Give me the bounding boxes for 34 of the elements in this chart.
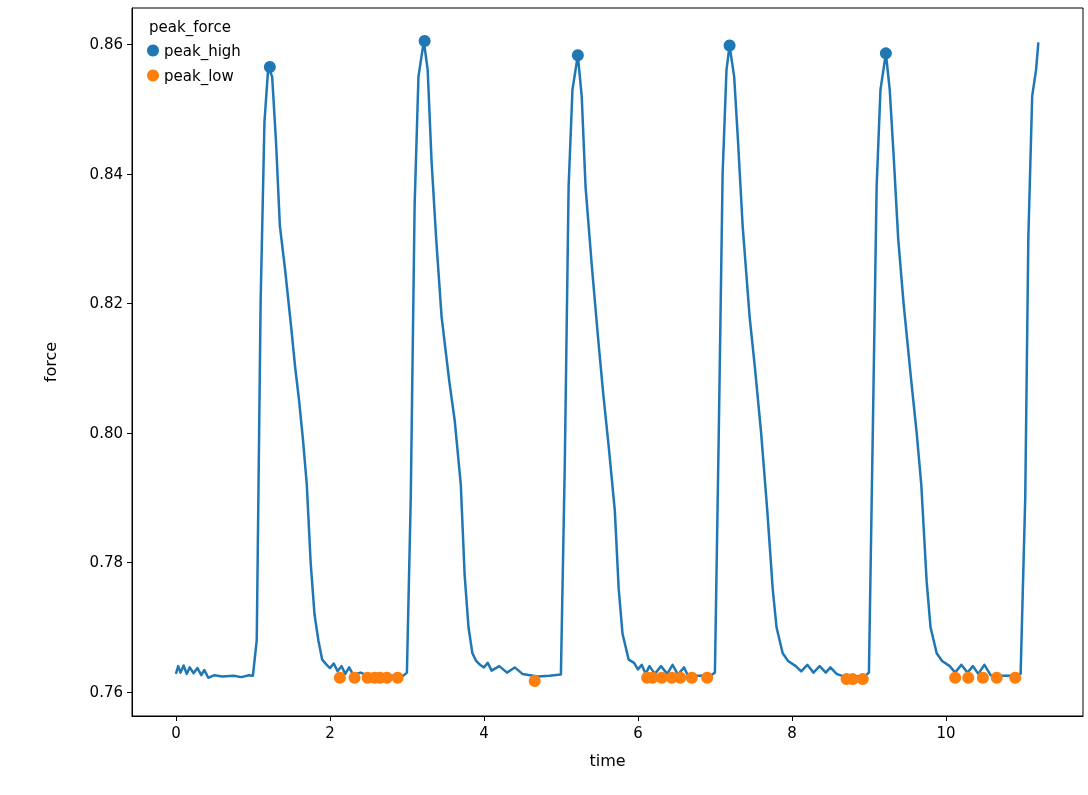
point xyxy=(685,671,698,684)
point xyxy=(879,47,892,60)
x-tick-label: 8 xyxy=(787,723,797,742)
point xyxy=(976,671,989,684)
point xyxy=(418,35,431,48)
legend-label: peak_high xyxy=(164,41,241,61)
y-tick-label: 0.78 xyxy=(89,553,123,572)
point xyxy=(391,671,404,684)
legend-title: peak_force xyxy=(149,17,231,37)
x-tick-label: 2 xyxy=(325,723,335,742)
point xyxy=(571,49,584,62)
x-tick-label: 6 xyxy=(633,723,643,742)
y-axis-title: force xyxy=(40,341,60,383)
point xyxy=(1009,671,1022,684)
y-tick-label: 0.84 xyxy=(89,164,123,183)
y-tick-label: 0.86 xyxy=(89,35,123,54)
y-tick-label: 0.76 xyxy=(89,683,123,702)
x-tick-label: 10 xyxy=(936,723,956,742)
point xyxy=(701,671,714,684)
y-tick-label: 0.80 xyxy=(89,423,123,442)
point xyxy=(990,671,1003,684)
point xyxy=(333,671,346,684)
point xyxy=(856,673,869,686)
point xyxy=(263,60,276,73)
point xyxy=(528,675,541,688)
y-tick-label: 0.82 xyxy=(89,294,123,313)
point xyxy=(962,671,975,684)
point xyxy=(723,39,736,52)
point xyxy=(348,671,361,684)
legend-label: peak_low xyxy=(164,66,234,86)
point xyxy=(949,671,962,684)
x-axis-title: time xyxy=(589,750,626,770)
x-tick-label: 0 xyxy=(171,723,181,742)
x-tick-label: 4 xyxy=(479,723,489,742)
